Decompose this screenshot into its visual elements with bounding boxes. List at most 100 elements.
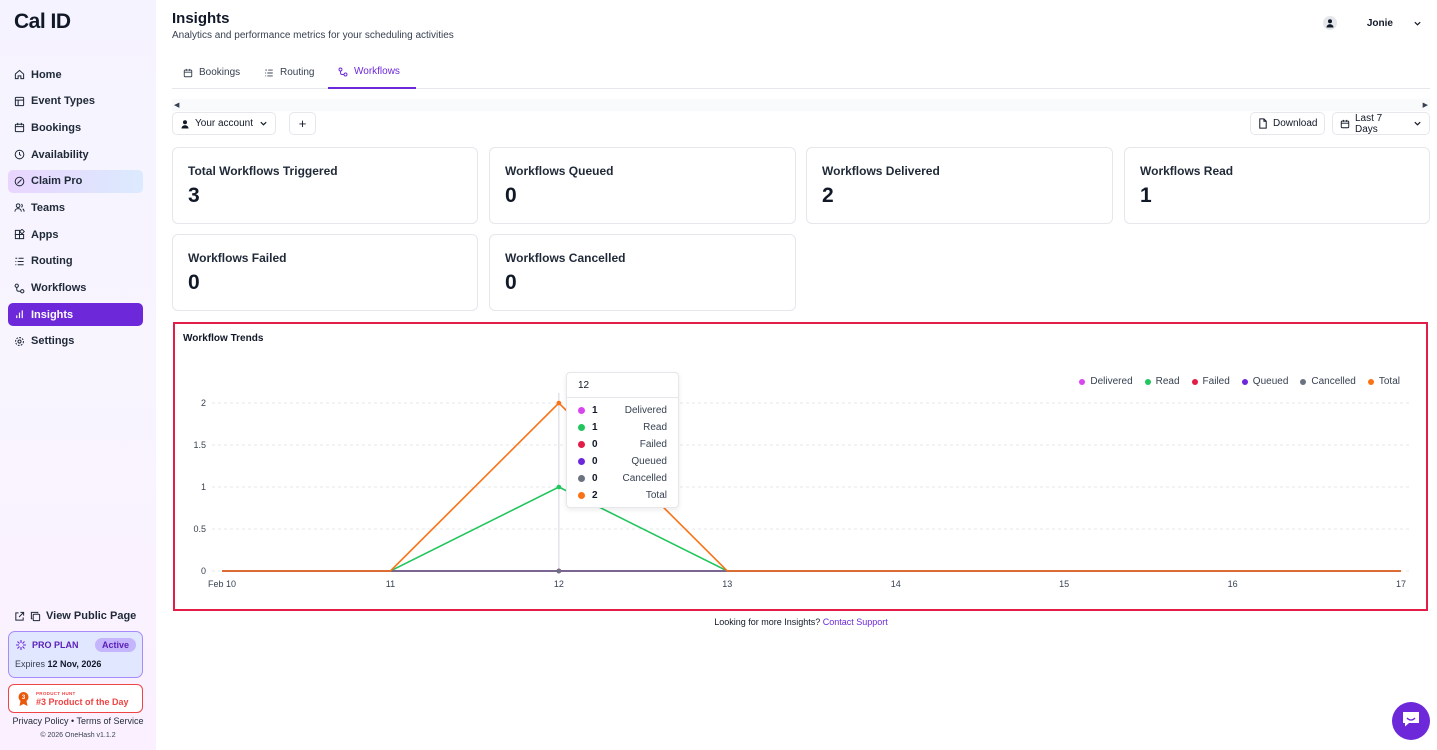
legend-item-cancelled[interactable]: Cancelled <box>1300 376 1356 387</box>
legend-item-queued[interactable]: Queued <box>1241 376 1288 387</box>
account-filter-label: Your account <box>195 118 254 129</box>
legend-dot <box>1241 378 1248 385</box>
horizontal-scrollbar[interactable]: ◀ ▶ <box>172 99 1430 111</box>
svg-text:3: 3 <box>22 695 26 701</box>
sidebar-item-label: Bookings <box>31 121 82 134</box>
calendar-icon <box>183 68 193 78</box>
scroll-left-icon[interactable]: ◀ <box>174 102 180 109</box>
y-tick-label: 2 <box>201 398 206 408</box>
insights-tabs: Bookings Routing Workflows <box>172 56 1430 89</box>
sidebar-item-insights[interactable]: Insights <box>8 303 143 327</box>
stat-label: Workflows Delivered <box>822 164 940 178</box>
product-hunt-small: PRODUCT HUNT <box>36 690 76 696</box>
x-tick-label: 17 <box>1396 579 1406 589</box>
tooltip-value: 0 <box>592 456 598 467</box>
download-button[interactable]: Download <box>1250 112 1326 135</box>
tab-workflows[interactable]: Workflows <box>328 56 416 89</box>
sidebar-item-availability[interactable]: Availability <box>8 143 143 166</box>
sidebar-item-label: Settings <box>31 335 75 348</box>
stat-card-queued: Workflows Queued 0 <box>489 147 796 224</box>
copy-icon[interactable] <box>30 611 41 622</box>
sidebar-item-claim-pro[interactable]: Claim Pro <box>8 169 143 193</box>
expires-prefix: Expires <box>15 659 46 669</box>
stat-label: Workflows Cancelled <box>505 251 626 265</box>
terms-of-service-link[interactable]: Terms of Service <box>76 716 144 726</box>
sidebar-item-label: Event Types <box>31 95 95 108</box>
sidebar-item-routing[interactable]: Routing <box>8 250 143 273</box>
legend-label: Delivered <box>1090 376 1133 387</box>
x-tick-label: 11 <box>386 579 395 589</box>
tooltip-dot <box>578 407 585 414</box>
tab-routing[interactable]: Routing <box>254 56 324 89</box>
tooltip-value: 0 <box>592 473 598 484</box>
sidebar-item-apps[interactable]: Apps <box>8 223 143 246</box>
more-insights-note: Looking for more Insights? Contact Suppo… <box>172 617 1430 627</box>
stat-label: Workflows Read <box>1140 164 1234 178</box>
download-label: Download <box>1273 118 1318 129</box>
legend-item-read[interactable]: Read <box>1144 376 1180 387</box>
legend-dot <box>1367 378 1374 385</box>
account-filter-button[interactable]: Your account <box>172 112 277 135</box>
sidebar-item-label: Availability <box>31 148 89 161</box>
legend-label: Failed <box>1202 376 1230 387</box>
sidebar-item-event-types[interactable]: Event Types <box>8 90 143 113</box>
legend-item-delivered[interactable]: Delivered <box>1079 376 1133 387</box>
legend-label: Read <box>1155 376 1180 387</box>
date-range-button[interactable]: Last 7 Days <box>1332 112 1430 135</box>
product-hunt-badge[interactable]: 3 PRODUCT HUNT #3 Product of the Day <box>8 684 143 713</box>
legend-label: Total <box>1378 376 1400 387</box>
x-tick-label: 14 <box>891 579 901 589</box>
privacy-policy-link[interactable]: Privacy Policy <box>12 716 69 726</box>
page-subtitle: Analytics and performance metrics for yo… <box>172 30 454 41</box>
sidebar-item-bookings[interactable]: Bookings <box>8 116 143 139</box>
sidebar-item-label: Teams <box>31 201 66 214</box>
chevron-down-icon <box>1413 119 1422 128</box>
more-insights-text: Looking for more Insights? <box>714 617 821 627</box>
sidebar-item-home[interactable]: Home <box>8 63 143 86</box>
event-types-icon <box>14 96 25 107</box>
chat-button[interactable] <box>1392 702 1430 740</box>
scroll-right-icon[interactable]: ▶ <box>1422 102 1428 109</box>
tooltip-value: 0 <box>592 439 598 450</box>
chat-icon <box>1401 710 1421 733</box>
stat-label: Workflows Failed <box>188 251 287 265</box>
pro-plan-card[interactable]: PRO PLAN Active Expires 12 Nov, 2026 <box>8 631 143 678</box>
user-menu[interactable]: Jonie <box>1322 16 1422 30</box>
series-line-total <box>222 401 1401 572</box>
stat-value: 3 <box>188 184 200 207</box>
add-filter-button[interactable]: + <box>289 112 316 135</box>
stat-card-read: Workflows Read 1 <box>1124 147 1430 224</box>
stat-value: 2 <box>822 184 834 207</box>
claim-icon <box>14 176 25 187</box>
sidebar-item-teams[interactable]: Teams <box>8 196 143 219</box>
logo: Cal ID <box>14 10 71 33</box>
tab-label: Bookings <box>199 67 241 78</box>
tooltip-dot <box>578 441 585 448</box>
chevron-down-icon <box>259 119 268 128</box>
view-public-page-link[interactable]: View Public Page <box>8 607 143 625</box>
stat-card-delivered: Workflows Delivered 2 <box>806 147 1113 224</box>
chart-title: Workflow Trends <box>183 333 264 344</box>
expires-date: 12 Nov, 2026 <box>47 659 102 669</box>
legend-item-failed[interactable]: Failed <box>1191 376 1230 387</box>
sidebar-item-label: Insights <box>31 308 74 321</box>
sidebar: Cal ID Home Event Types Bookings Availab… <box>0 0 156 750</box>
sidebar-item-settings[interactable]: Settings <box>8 330 143 353</box>
tooltip-label: Total <box>645 490 667 501</box>
workflows-icon <box>338 67 348 77</box>
tooltip-label: Failed <box>639 439 667 450</box>
tab-label: Routing <box>280 67 315 78</box>
series-point-cancelled <box>556 568 562 574</box>
tab-bookings[interactable]: Bookings <box>173 56 250 89</box>
user-icon <box>180 119 190 129</box>
sidebar-item-label: Routing <box>31 255 73 268</box>
tooltip-dot <box>578 424 585 431</box>
product-hunt-title: #3 Product of the Day <box>36 696 129 707</box>
contact-support-link[interactable]: Contact Support <box>822 617 888 627</box>
tooltip-label: Delivered <box>624 405 667 416</box>
sidebar-item-workflows[interactable]: Workflows <box>8 277 143 300</box>
legend-item-total[interactable]: Total <box>1367 376 1400 387</box>
date-range-label: Last 7 Days <box>1355 112 1383 135</box>
legend-dot <box>1079 378 1086 385</box>
users-icon <box>14 202 25 213</box>
